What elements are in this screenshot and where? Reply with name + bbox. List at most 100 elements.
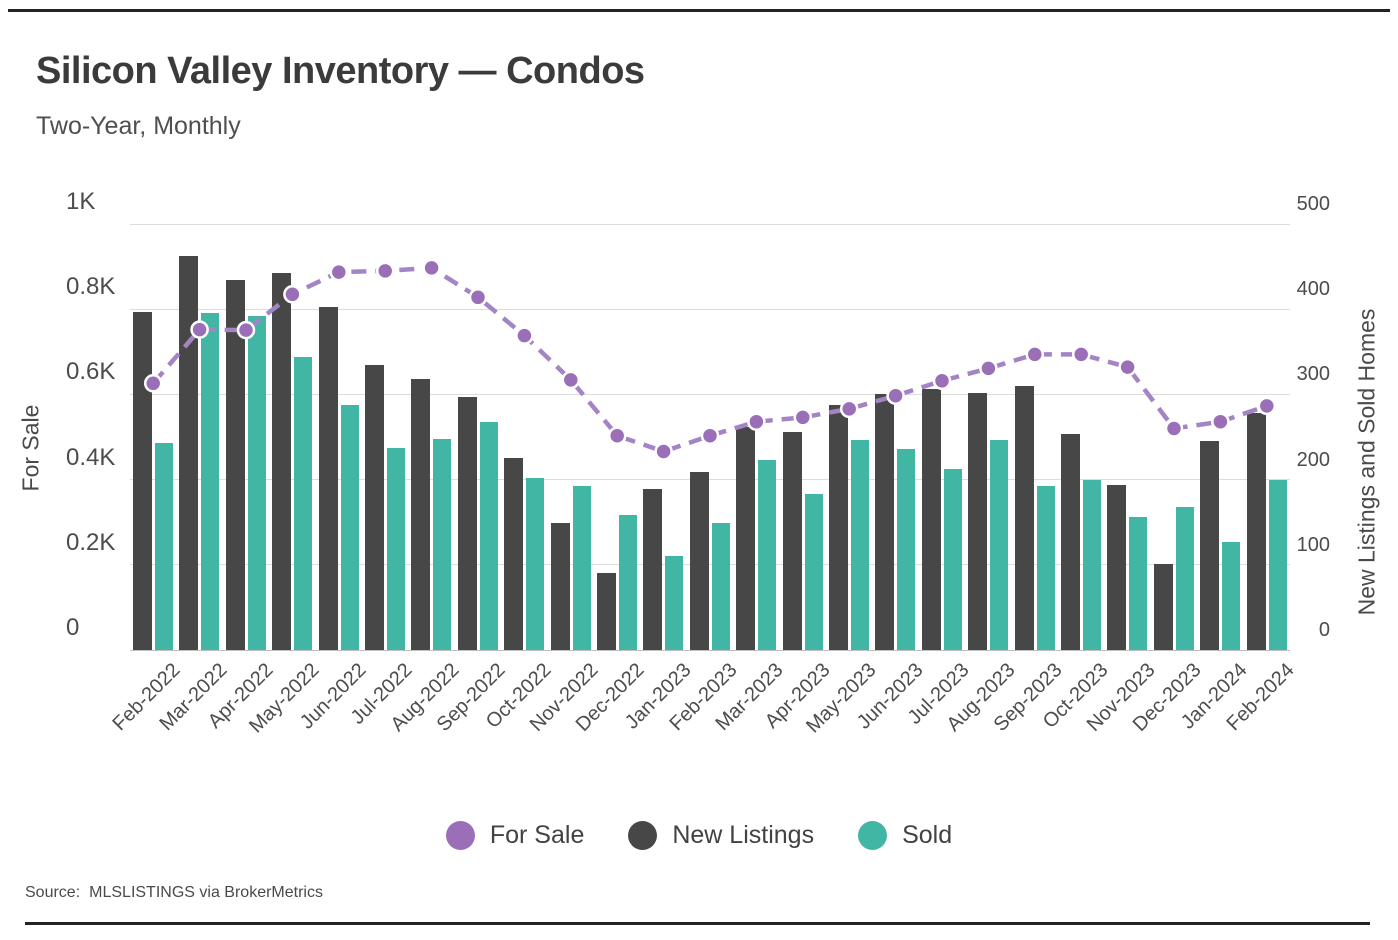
gridline — [130, 393, 1290, 395]
bar-new-listings-jan-2024 — [1200, 441, 1220, 650]
gridline — [130, 223, 1290, 225]
legend-swatch-for-sale-icon — [445, 820, 475, 850]
left-axis-tick-0: 0 — [66, 614, 80, 641]
left-axis-tick-0-6k: 0.6K — [66, 358, 116, 386]
bar-sold-feb-2024 — [1268, 479, 1287, 650]
bar-new-listings-sep-2022 — [457, 396, 477, 650]
bar-new-listings-jan-2023 — [643, 488, 663, 650]
bar-sold-jul-2022 — [387, 448, 405, 650]
for-sale-point-oct-2023 — [1071, 345, 1091, 364]
bar-sold-jul-2023 — [943, 469, 962, 650]
bar-new-listings-sep-2023 — [1014, 385, 1034, 650]
bar-sold-dec-2023 — [1175, 506, 1194, 650]
for-sale-point-apr-2023 — [793, 408, 813, 427]
for-sale-point-dec-2023 — [1164, 419, 1184, 438]
bar-new-listings-jul-2022 — [365, 364, 384, 650]
for-sale-point-aug-2023 — [979, 359, 998, 378]
chart-title: Silicon Valley Inventory — Condos — [36, 50, 645, 92]
gridline — [130, 564, 1290, 566]
legend-item-for-sale: For Sale — [445, 820, 585, 850]
bar-sold-mar-2022 — [201, 312, 220, 650]
right-axis-tick-0: 0 — [1318, 619, 1330, 641]
bar-sold-sep-2023 — [1036, 486, 1055, 650]
bar-sold-mar-2023 — [758, 460, 777, 650]
for-sale-point-oct-2022 — [515, 326, 534, 345]
for-sale-point-jan-2023 — [654, 442, 673, 461]
for-sale-point-jan-2024 — [1211, 412, 1230, 431]
legend-label-for-sale: For Sale — [489, 820, 585, 849]
legend-item-sold: Sold — [858, 820, 953, 850]
bottom-border — [25, 922, 1370, 925]
bar-sold-apr-2023 — [804, 494, 823, 650]
bar-sold-aug-2023 — [990, 440, 1009, 650]
right-axis-tick-500: 500 — [1296, 193, 1330, 215]
bar-sold-oct-2023 — [1083, 479, 1101, 650]
source-label: Source: — [25, 884, 81, 901]
bar-new-listings-may-2022 — [272, 272, 292, 650]
bar-sold-aug-2022 — [433, 438, 452, 650]
right-axis-tick-100: 100 — [1296, 533, 1330, 556]
right-axis-tick-400: 400 — [1296, 278, 1330, 301]
top-border — [8, 9, 1390, 12]
source-note: Source: MLSLISTINGS via BrokerMetrics — [25, 884, 323, 902]
bar-sold-oct-2022 — [526, 477, 545, 650]
for-sale-point-sep-2022 — [468, 288, 488, 307]
bar-new-listings-mar-2023 — [736, 426, 756, 650]
bar-sold-nov-2023 — [1129, 517, 1148, 650]
legend-label-new-listings: New Listings — [672, 820, 815, 849]
bar-new-listings-apr-2022 — [225, 280, 245, 650]
right-axis-tick-300: 300 — [1296, 363, 1330, 386]
bar-sold-nov-2022 — [572, 486, 591, 650]
for-sale-point-may-2023 — [839, 399, 859, 419]
for-sale-point-jul-2023 — [932, 371, 952, 391]
bar-sold-jan-2024 — [1222, 541, 1241, 650]
bar-new-listings-may-2023 — [829, 405, 848, 650]
chart-plot-area: For Sale New Listings and Sold Homes 0 0 0… — [17, 188, 1380, 737]
gridline — [130, 649, 1290, 651]
legend-swatch-new-listings-icon — [628, 820, 658, 850]
legend-swatch-sold-icon — [858, 820, 888, 850]
bar-sold-may-2022 — [294, 356, 313, 650]
for-sale-point-mar-2022 — [190, 320, 209, 339]
bar-new-listings-aug-2022 — [411, 379, 431, 650]
left-axis-tick-0-2k: 0.2K — [66, 528, 116, 556]
for-sale-point-apr-2022 — [236, 320, 256, 340]
for-sale-point-nov-2022 — [561, 370, 581, 390]
for-sale-point-jun-2023 — [886, 386, 905, 405]
left-axis-tick-0-8k: 0.8K — [66, 273, 116, 301]
bar-new-listings-mar-2022 — [179, 256, 199, 650]
source-text: MLSLISTINGS via BrokerMetrics — [89, 884, 323, 901]
bar-sold-feb-2022 — [155, 442, 173, 650]
bar-sold-feb-2023 — [711, 523, 730, 650]
for-sale-point-sep-2023 — [1025, 345, 1045, 364]
left-axis-tick-0-4k: 0.4K — [66, 443, 116, 471]
bar-new-listings-dec-2023 — [1153, 563, 1173, 650]
for-sale-point-jul-2022 — [375, 261, 395, 281]
chart-subtitle: Two-Year, Monthly — [36, 112, 241, 140]
for-sale-line — [151, 265, 1268, 454]
bar-sold-may-2023 — [851, 440, 869, 650]
bar-sold-jun-2022 — [340, 404, 359, 650]
gridline — [130, 479, 1290, 481]
bar-new-listings-feb-2022 — [133, 311, 152, 650]
legend-label-sold: Sold — [902, 820, 953, 849]
bar-sold-apr-2022 — [247, 316, 266, 650]
bar-new-listings-feb-2023 — [689, 471, 709, 650]
bar-new-listings-apr-2023 — [782, 431, 802, 650]
legend-item-new-listings: New Listings — [628, 820, 815, 850]
bar-sold-dec-2022 — [619, 515, 637, 650]
right-axis-tick-200: 200 — [1296, 448, 1330, 471]
for-sale-point-aug-2022 — [422, 258, 441, 278]
for-sale-point-may-2022 — [283, 285, 302, 304]
bar-new-listings-feb-2024 — [1246, 413, 1266, 650]
bar-new-listings-dec-2022 — [597, 573, 616, 650]
left-axis-tick-1k: 1K — [66, 188, 96, 215]
bar-sold-jan-2023 — [665, 556, 684, 650]
left-axis-title: For Sale — [17, 404, 44, 492]
for-sale-point-feb-2024 — [1257, 396, 1277, 416]
bar-new-listings-oct-2022 — [504, 458, 524, 650]
gridline — [130, 308, 1290, 310]
for-sale-point-feb-2023 — [700, 426, 720, 445]
for-sale-line-layer — [143, 258, 1277, 461]
bar-new-listings-oct-2023 — [1061, 434, 1080, 650]
